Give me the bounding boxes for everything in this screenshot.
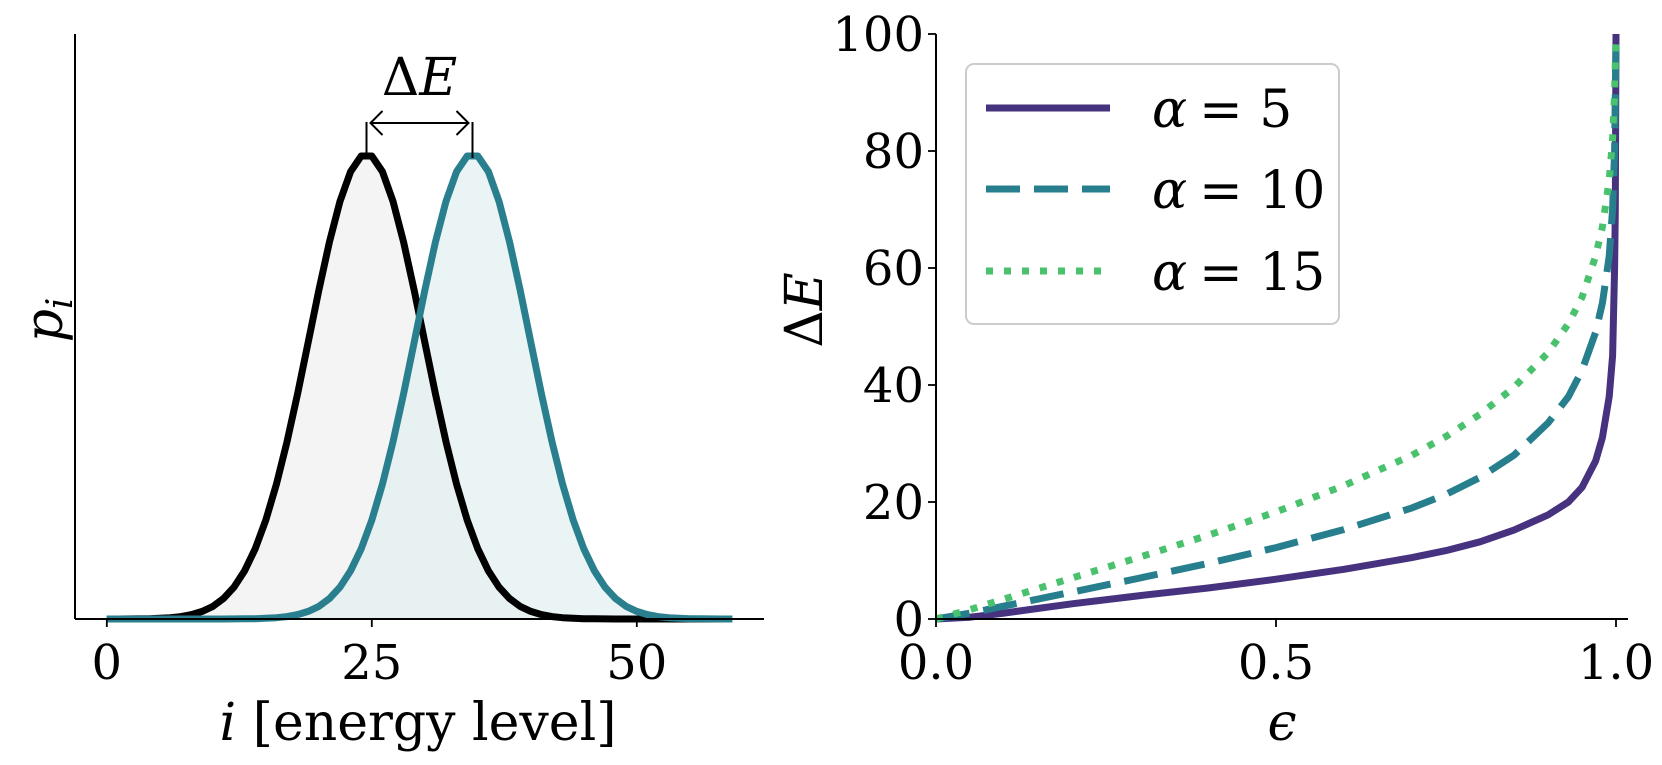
- right-x-tick-label: 1.0: [1578, 635, 1654, 691]
- left-x-axis-title: i [energy level]: [219, 693, 616, 753]
- left-x-axis-rest: [energy level]: [236, 693, 616, 753]
- legend-value-alpha-15: = 15: [1199, 243, 1325, 303]
- right-x-axis-title: ϵ: [1267, 693, 1296, 753]
- right-x-tick-label: 0.0: [898, 635, 974, 691]
- legend-var-alpha-5: α: [1152, 80, 1187, 140]
- right-y-tick-label: 60: [863, 241, 924, 297]
- legend-var-alpha-10: α: [1152, 161, 1187, 221]
- legend-value-alpha-10: = 10: [1199, 161, 1325, 221]
- left-x-axis-var: i: [219, 693, 236, 753]
- legend-label-alpha-10: α = 10: [1152, 161, 1325, 221]
- annotation-arrowhead-left: [369, 110, 384, 136]
- left-x-tick-label: 25: [341, 635, 402, 691]
- right-y-tick-label: 80: [863, 124, 924, 180]
- left-x-tick-label: 50: [606, 635, 667, 691]
- right-y-ticks: 0 20 40 60 80 100: [832, 7, 936, 648]
- right-x-ticks: 0.0 0.5 1.0: [898, 619, 1654, 691]
- legend-frame: [965, 63, 1340, 325]
- right-y-tick-label: 20: [863, 475, 924, 531]
- left-area-fill-1: [106, 156, 733, 619]
- right-y-axis-title: ΔE: [775, 272, 835, 348]
- left-panel: 0 25 50 ΔE i [energy level] pi: [15, 34, 764, 753]
- left-y-axis-sub: i: [40, 298, 81, 310]
- right-series-line-0: [935, 33, 1620, 623]
- legend-var-alpha-15: α: [1152, 243, 1187, 303]
- annotation-label: ΔE: [382, 48, 458, 108]
- right-y-tick-label: 100: [832, 7, 924, 63]
- right-x-tick-label: 0.5: [1238, 635, 1314, 691]
- right-y-axis-delta: Δ: [775, 310, 835, 348]
- left-y-axis-var: p: [15, 309, 75, 342]
- right-y-tick-label: 0: [893, 592, 924, 648]
- left-x-tick-label: 0: [92, 635, 123, 691]
- delta-e-annotation: ΔE: [365, 48, 474, 158]
- legend: α = 5 α = 10 α = 15: [965, 63, 1340, 325]
- legend-label-alpha-5: α = 5: [1152, 80, 1292, 140]
- right-y-axis-var: E: [775, 272, 835, 311]
- annotation-arrowhead-right: [455, 110, 470, 136]
- right-series-line-2: [935, 33, 1620, 623]
- left-x-ticks: 0 25 50: [92, 619, 667, 691]
- annotation-var: E: [418, 48, 457, 108]
- left-y-axis-title: pi: [15, 298, 81, 343]
- right-series-lines: [935, 33, 1620, 623]
- right-series-line-1: [935, 33, 1620, 623]
- legend-label-alpha-15: α = 15: [1152, 243, 1325, 303]
- annotation-delta: Δ: [382, 48, 420, 108]
- right-y-tick-label: 40: [863, 358, 924, 414]
- left-area-fills: [106, 156, 733, 619]
- legend-value-alpha-5: = 5: [1199, 80, 1292, 140]
